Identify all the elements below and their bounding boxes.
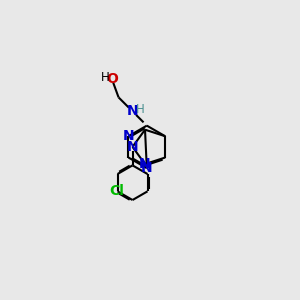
Text: N: N [127, 104, 138, 118]
Text: N: N [141, 161, 153, 175]
Text: O: O [106, 72, 118, 86]
Text: N: N [127, 140, 138, 154]
Text: Cl: Cl [109, 184, 124, 198]
Text: N: N [139, 157, 151, 171]
Text: H: H [136, 103, 144, 116]
Text: H: H [101, 71, 110, 84]
Text: N: N [123, 129, 134, 143]
